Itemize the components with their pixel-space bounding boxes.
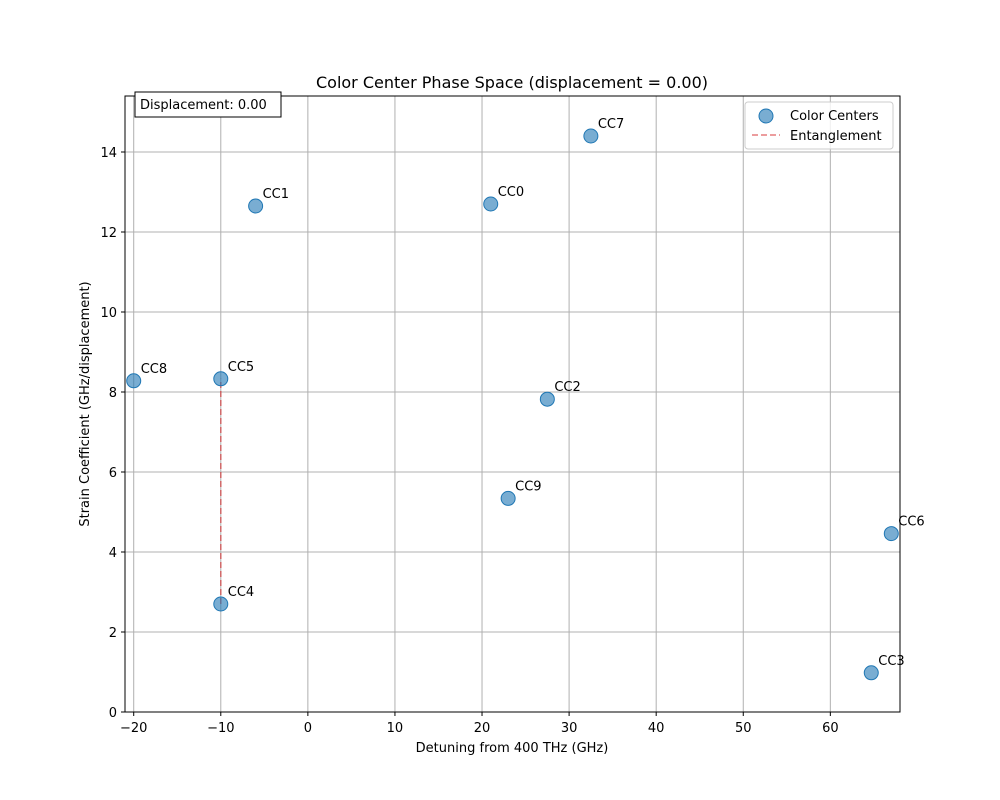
y-tick-label: 10 xyxy=(100,306,117,321)
data-points xyxy=(126,128,899,681)
y-tick-label: 0 xyxy=(109,706,117,721)
y-tick-label: 14 xyxy=(100,146,117,161)
y-tick-label: 8 xyxy=(109,386,117,401)
y-axis-label: Strain Coefficient (GHz/displacement) xyxy=(78,281,93,526)
chart-title: Color Center Phase Space (displacement =… xyxy=(316,73,708,92)
color-center-point xyxy=(126,373,142,389)
point-label: CC1 xyxy=(263,187,289,202)
point-label: CC7 xyxy=(598,117,624,132)
legend-marker-color-centers xyxy=(758,108,774,124)
color-center-point xyxy=(500,490,516,506)
legend-label-color-centers: Color Centers xyxy=(790,109,879,124)
legend-label-entanglement: Entanglement xyxy=(790,129,882,144)
y-tick-label: 6 xyxy=(109,466,117,481)
x-tick-label: 0 xyxy=(304,721,312,736)
x-axis-label: Detuning from 400 THz (GHz) xyxy=(416,741,609,756)
point-label: CC8 xyxy=(141,362,167,377)
y-tick-label: 4 xyxy=(109,546,117,561)
point-label: CC0 xyxy=(498,185,524,200)
y-tick-label: 2 xyxy=(109,626,117,641)
x-tick-label: 40 xyxy=(648,721,665,736)
y-tick-label: 12 xyxy=(100,226,117,241)
point-label: CC6 xyxy=(898,515,924,530)
color-center-point xyxy=(883,526,899,542)
color-center-point xyxy=(863,665,879,681)
legend-frame xyxy=(744,101,894,150)
plot-frame xyxy=(124,95,901,713)
legend: Color Centers Entanglement xyxy=(744,101,894,150)
annotation-text: Displacement: 0.00 xyxy=(140,98,267,113)
x-tick-label: 60 xyxy=(822,721,839,736)
x-tick-label: 50 xyxy=(735,721,752,736)
point-label: CC3 xyxy=(878,654,904,669)
annotation-box: Displacement: 0.00 xyxy=(134,91,282,118)
y-axis-ticks: 0 2 4 6 8 10 12 14 xyxy=(100,146,125,721)
grid xyxy=(125,96,900,713)
x-tick-label: −10 xyxy=(207,721,234,736)
x-axis-ticks: −20 −10 0 10 20 30 40 50 60 xyxy=(120,712,839,736)
color-center-point xyxy=(213,596,229,612)
point-label: CC4 xyxy=(228,585,254,600)
color-center-point xyxy=(539,391,555,407)
point-labels: CC0 CC1 CC2 CC3 CC4 CC5 CC6 CC7 CC8 CC9 xyxy=(141,117,925,669)
x-tick-label: 10 xyxy=(387,721,404,736)
color-center-point xyxy=(583,128,599,144)
point-label: CC5 xyxy=(228,360,254,375)
x-tick-label: −20 xyxy=(120,721,147,736)
color-center-point xyxy=(248,198,264,214)
x-tick-label: 30 xyxy=(561,721,578,736)
color-center-point xyxy=(483,196,499,212)
point-label: CC9 xyxy=(515,479,541,494)
point-label: CC2 xyxy=(554,380,580,395)
x-tick-label: 20 xyxy=(474,721,491,736)
color-center-point xyxy=(213,371,229,387)
